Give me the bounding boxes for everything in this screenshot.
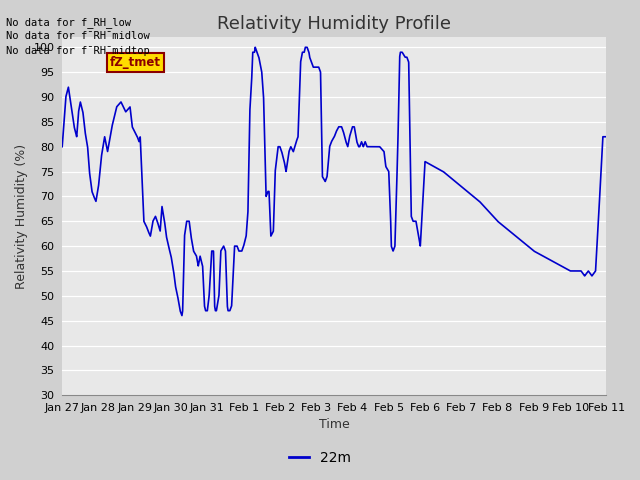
Text: No data for f¯RH¯midlow: No data for f¯RH¯midlow [6,31,150,41]
Text: fZ_tmet: fZ_tmet [110,56,161,69]
X-axis label: Time: Time [319,419,349,432]
Legend: 22m: 22m [283,445,357,471]
Title: Relativity Humidity Profile: Relativity Humidity Profile [218,15,451,33]
Text: No data for f_RH_low: No data for f_RH_low [6,17,131,28]
Text: No data for f¯RH¯midtop: No data for f¯RH¯midtop [6,46,150,56]
Y-axis label: Relativity Humidity (%): Relativity Humidity (%) [15,144,28,289]
